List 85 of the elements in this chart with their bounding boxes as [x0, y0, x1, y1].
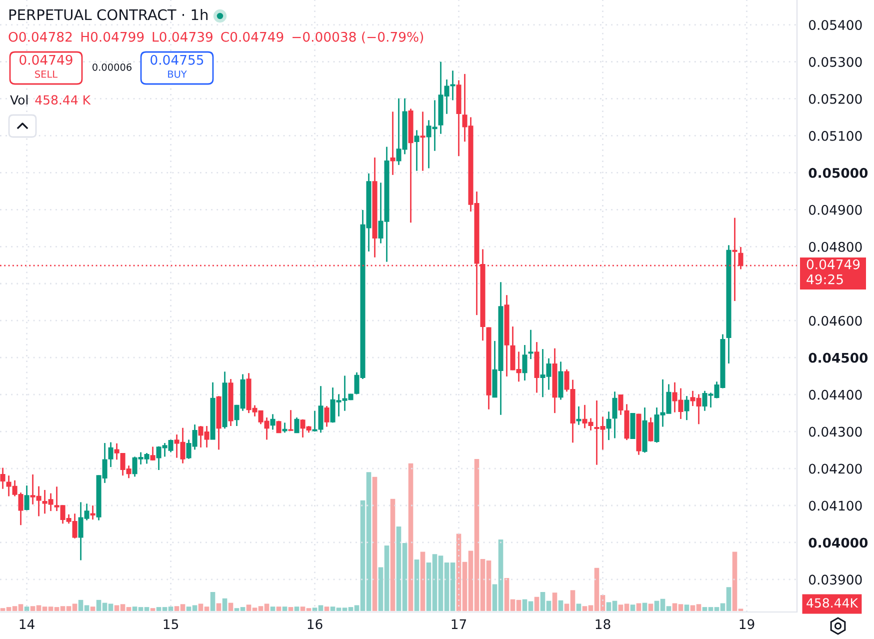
annotation: C0.04749	[221, 32, 284, 42]
annotation: SELL	[35, 70, 58, 78]
annotation: H0.04799	[81, 32, 144, 42]
x-tick-label: 18	[596, 619, 610, 630]
bar	[648, 604, 654, 611]
annotation: L0.04739	[152, 32, 212, 42]
bar	[684, 604, 690, 611]
text: 49:25	[806, 274, 843, 284]
bar	[210, 592, 216, 611]
annotation: 0.00006	[92, 63, 132, 71]
bar	[222, 598, 228, 611]
candlestick	[414, 129, 420, 172]
candlestick	[0, 467, 6, 490]
annotation: Vol	[10, 94, 28, 105]
bar	[276, 606, 282, 611]
x-tick-label: 17	[452, 619, 466, 629]
bar	[636, 603, 642, 611]
annotation: 458.44 K	[35, 95, 91, 105]
y-tick-label: 0.04100	[808, 500, 862, 511]
candlestick	[90, 504, 96, 520]
bar	[408, 463, 414, 611]
candlestick	[684, 395, 690, 421]
bar	[294, 606, 300, 611]
x-tick-label: 16	[308, 619, 322, 630]
y-tick-label: 0.05100	[808, 130, 862, 141]
y-tick-label: 0.05200	[808, 94, 862, 104]
annotation: 0.04749	[20, 54, 72, 65]
y-tick-label: 0.05000	[808, 168, 868, 178]
x-tick-label: 14	[20, 619, 34, 629]
candlestick	[618, 394, 624, 416]
candlestick	[576, 406, 582, 426]
candlestick	[390, 110, 396, 176]
candlestick	[288, 409, 294, 432]
ref-line-label: 0.04749	[806, 259, 860, 270]
y-tick-label: 0.04300	[808, 426, 862, 437]
y-tick-label: 0.04400	[808, 390, 862, 400]
y-tick-label: 0.03900	[808, 574, 862, 585]
bar	[420, 552, 426, 611]
bar	[390, 498, 396, 611]
candlestick	[528, 329, 534, 360]
bar	[558, 600, 564, 611]
bar	[576, 604, 582, 611]
candlestick	[606, 410, 612, 441]
y-tick-label: 0.05400	[808, 20, 862, 30]
candlestick	[612, 390, 618, 439]
bar	[150, 608, 156, 611]
bar	[288, 607, 294, 611]
candlestick	[270, 413, 276, 430]
text: PERPETUAL CONTRACT · 1h	[9, 8, 208, 20]
bar	[228, 602, 234, 611]
candlestick	[282, 422, 288, 434]
y-tick-label: 0.04600	[808, 316, 862, 326]
candlestick	[522, 344, 528, 382]
y-tick-label: 0.04900	[808, 204, 862, 215]
y-tick-label: 0.04500	[808, 352, 868, 363]
candlestick	[324, 405, 330, 428]
y-tick-label: 0.04800	[808, 242, 862, 252]
bar	[216, 603, 222, 611]
annotation: −0.00038 (−0.79%)	[292, 32, 424, 44]
bar	[270, 606, 276, 611]
candlestick	[294, 416, 300, 434]
candlestick	[420, 110, 426, 172]
bar	[534, 596, 540, 611]
bar	[324, 606, 330, 611]
y-tick-label: 0.04200	[808, 464, 862, 474]
bar	[372, 476, 378, 611]
bar	[90, 606, 96, 611]
candlestick	[648, 416, 654, 442]
y-tick-label: 0.05300	[808, 56, 862, 67]
y-tick-label: 0.04000	[808, 538, 868, 548]
bar	[414, 559, 420, 611]
annotation: O0.04782	[8, 32, 72, 42]
candlestick	[318, 385, 324, 434]
bar	[282, 606, 288, 611]
annotation: 0.04755	[150, 54, 204, 65]
bar	[642, 602, 648, 611]
candlestick	[24, 484, 30, 512]
bar	[24, 606, 30, 611]
x-tick-label: 19	[740, 619, 754, 630]
bar	[552, 592, 558, 611]
candlestick	[150, 446, 156, 462]
x-tick-label: 15	[164, 619, 178, 630]
annotation: BUY	[168, 70, 187, 78]
text: 458.44K	[806, 598, 858, 608]
bar	[630, 604, 636, 611]
